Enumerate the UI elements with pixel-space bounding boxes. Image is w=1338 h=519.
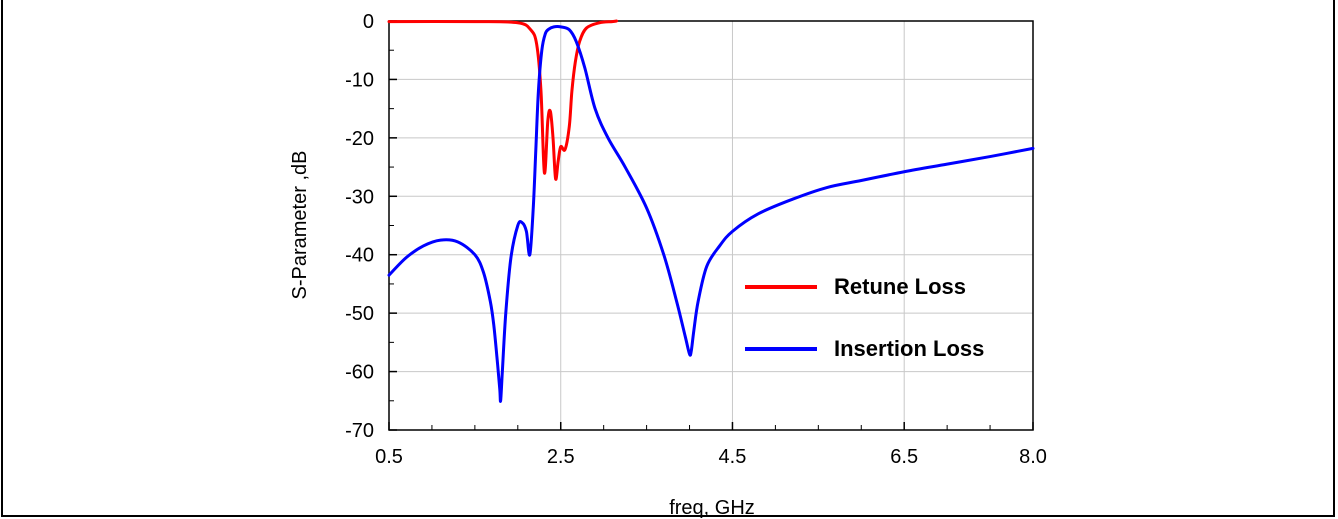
x-tick-label: 8.0 <box>1019 446 1047 468</box>
x-tick-label: 6.5 <box>890 446 918 468</box>
series-layer <box>387 19 1035 403</box>
legend-label-retune-loss: Retune Loss <box>834 274 966 299</box>
y-tick-label: -40 <box>345 245 374 267</box>
y-tick-label: -50 <box>345 303 374 325</box>
axis-ticks: 0.5 2.5 4.5 6.5 8.0 0 -10 -20 -30 -40 -50 -60 -70 <box>345 11 1047 468</box>
x-tick-label: 2.5 <box>547 446 575 468</box>
y-tick-label: -60 <box>345 362 374 384</box>
y-axis-title: S-Parameter ,dB <box>289 151 311 300</box>
series-line-retune-loss <box>387 19 619 181</box>
x-tick-label: 4.5 <box>719 446 747 468</box>
x-axis-title: freq, GHz <box>669 497 755 519</box>
y-tick-label: 0 <box>363 11 374 33</box>
legend-label-insertion-loss: Insertion Loss <box>834 336 984 361</box>
grid <box>389 21 1033 430</box>
x-tick-label: 0.5 <box>375 446 403 468</box>
plot-frame <box>388 20 1034 431</box>
y-tick-label: -20 <box>345 128 374 150</box>
y-tick-label: -70 <box>345 420 374 442</box>
series-line-insertion-loss <box>387 25 1035 403</box>
legend: Retune Loss Insertion Loss <box>745 274 984 361</box>
y-tick-label: -10 <box>345 69 374 91</box>
y-tick-label: -30 <box>345 186 374 208</box>
